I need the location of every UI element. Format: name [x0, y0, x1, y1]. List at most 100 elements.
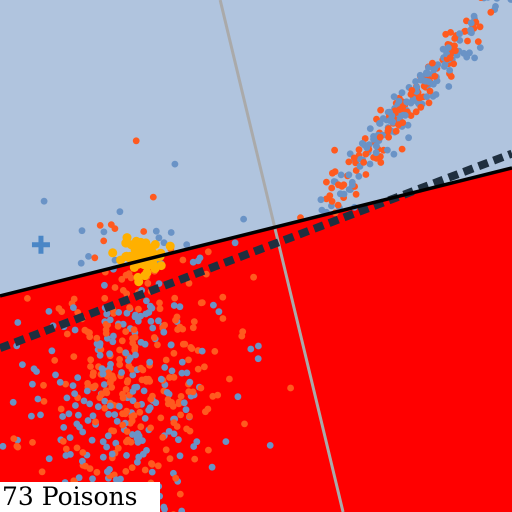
data-point [116, 208, 124, 216]
data-point [135, 305, 142, 313]
data-point [76, 423, 83, 431]
data-point [89, 372, 97, 379]
data-point [446, 67, 454, 74]
data-point [142, 310, 150, 318]
data-point [447, 29, 454, 36]
data-point [92, 418, 99, 426]
data-point [123, 428, 131, 435]
data-point [175, 400, 183, 408]
data-point [146, 358, 154, 366]
data-point [211, 348, 219, 355]
poison-point [129, 263, 139, 272]
data-point [156, 305, 164, 313]
data-point [167, 229, 175, 236]
data-point [134, 439, 142, 446]
data-point [182, 406, 190, 414]
data-point [405, 134, 412, 142]
data-point [122, 349, 130, 357]
data-point [201, 363, 208, 371]
data-point [75, 411, 82, 419]
data-point [352, 190, 360, 198]
data-point [109, 375, 117, 382]
data-point [338, 182, 346, 190]
data-point [80, 397, 88, 405]
data-point [140, 387, 148, 395]
data-point [157, 414, 165, 422]
data-point [40, 197, 48, 205]
data-point [426, 87, 434, 95]
data-point [116, 403, 123, 410]
data-point [119, 287, 127, 294]
data-point [430, 80, 437, 88]
data-point [78, 227, 86, 235]
data-point [461, 27, 469, 35]
data-point [99, 370, 107, 378]
data-point [337, 171, 345, 179]
data-point [40, 398, 48, 405]
data-point [467, 26, 474, 34]
reference-line [218, 0, 345, 512]
data-point [177, 411, 185, 419]
data-point [129, 397, 137, 405]
data-point [204, 248, 212, 256]
data-point [141, 415, 149, 422]
data-point [129, 339, 137, 347]
data-point [123, 452, 130, 459]
data-point [155, 317, 162, 325]
data-point [62, 445, 70, 453]
data-point [474, 38, 482, 45]
data-point [165, 428, 173, 435]
data-point [134, 430, 142, 438]
data-point [202, 270, 210, 278]
data-point [360, 159, 368, 166]
data-point [345, 171, 353, 179]
data-point [101, 404, 109, 412]
data-point [396, 106, 403, 113]
data-point [240, 215, 248, 223]
poison-point [139, 248, 149, 258]
poison-point [150, 264, 160, 274]
poison-point [126, 240, 136, 250]
data-point [101, 294, 109, 302]
data-point [106, 350, 113, 358]
data-point [71, 326, 79, 334]
data-point [96, 222, 104, 229]
data-point [59, 413, 66, 420]
data-point [390, 93, 398, 101]
data-point [189, 388, 197, 396]
data-point [100, 228, 108, 236]
poison-point [165, 241, 175, 251]
data-point [85, 253, 92, 260]
data-point [407, 112, 415, 119]
data-point [119, 421, 127, 429]
data-point [149, 324, 157, 332]
data-point [451, 35, 459, 42]
data-point [431, 72, 439, 80]
solid-decision-boundary [0, 166, 512, 298]
data-point [384, 127, 392, 135]
data-point [317, 196, 325, 204]
poison-point [133, 272, 143, 282]
data-point [128, 464, 136, 471]
data-point [403, 98, 410, 106]
data-point [86, 400, 94, 408]
data-point [89, 412, 97, 420]
data-point [446, 54, 454, 62]
data-point [70, 304, 77, 311]
data-point [111, 411, 119, 418]
data-point [73, 444, 81, 452]
data-point [133, 383, 141, 391]
data-point [107, 360, 114, 368]
data-point [386, 117, 393, 124]
data-point [444, 44, 452, 51]
data-point [104, 321, 111, 329]
data-point [355, 146, 363, 154]
data-point [467, 19, 475, 27]
data-point [176, 303, 184, 311]
data-point [143, 297, 150, 305]
data-point [103, 443, 110, 451]
data-point [56, 378, 64, 386]
data-point [447, 73, 455, 80]
data-point [179, 340, 187, 348]
data-point [172, 474, 180, 482]
